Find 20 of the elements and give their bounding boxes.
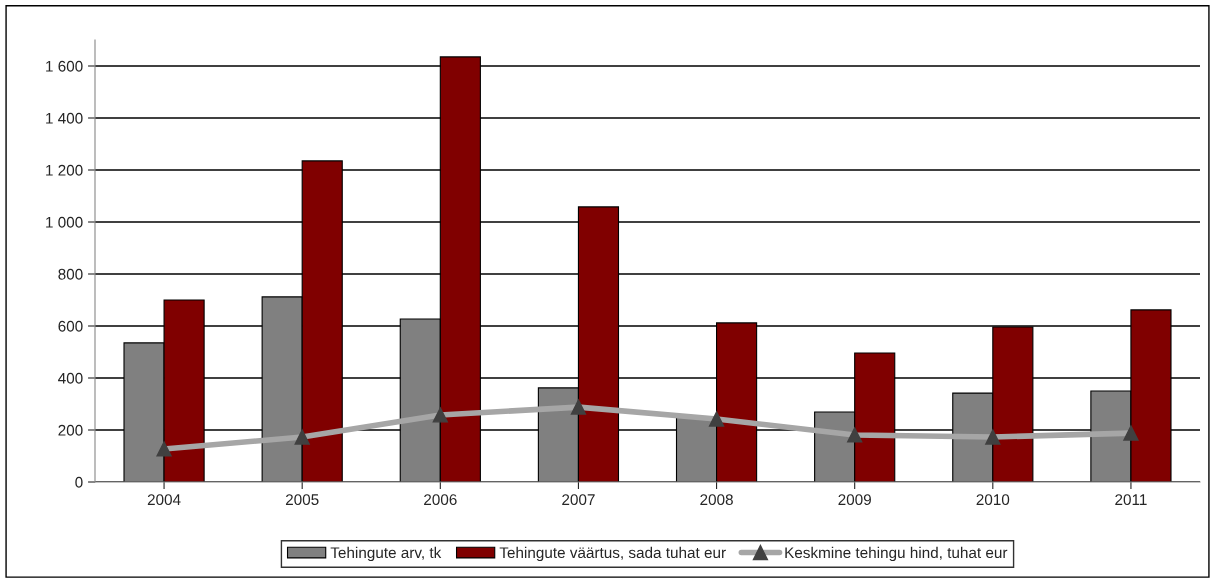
legend-label: Keskmine tehingu hind, tuhat eur bbox=[785, 546, 1008, 562]
x-tick-label: 2006 bbox=[424, 494, 457, 506]
legend-label: Tehingute väärtus, sada tuhat eur bbox=[499, 546, 726, 562]
x-tick-label: 2011 bbox=[1115, 494, 1147, 506]
legend-label: Tehingute arv, tk bbox=[330, 546, 442, 562]
y-tick-label: 1 200 bbox=[46, 164, 83, 176]
x-tick-label: 2005 bbox=[285, 494, 319, 506]
y-tick-label: 200 bbox=[58, 424, 83, 436]
y-tick-label: 400 bbox=[58, 372, 83, 384]
x-tick-label: 2004 bbox=[147, 494, 181, 506]
y-tick-label: 800 bbox=[58, 268, 83, 280]
x-tick-label: 2008 bbox=[700, 494, 733, 506]
x-tick-label: 2007 bbox=[562, 494, 595, 506]
y-tick-label: 0 bbox=[75, 476, 83, 488]
x-tick-label: 2009 bbox=[838, 494, 871, 506]
y-tick-label: 600 bbox=[58, 320, 83, 332]
y-tick-label: 1 400 bbox=[46, 112, 83, 124]
y-tick-label: 1 600 bbox=[46, 60, 83, 72]
y-tick-label: 1 000 bbox=[46, 216, 83, 228]
x-tick-label: 2010 bbox=[976, 494, 1010, 506]
